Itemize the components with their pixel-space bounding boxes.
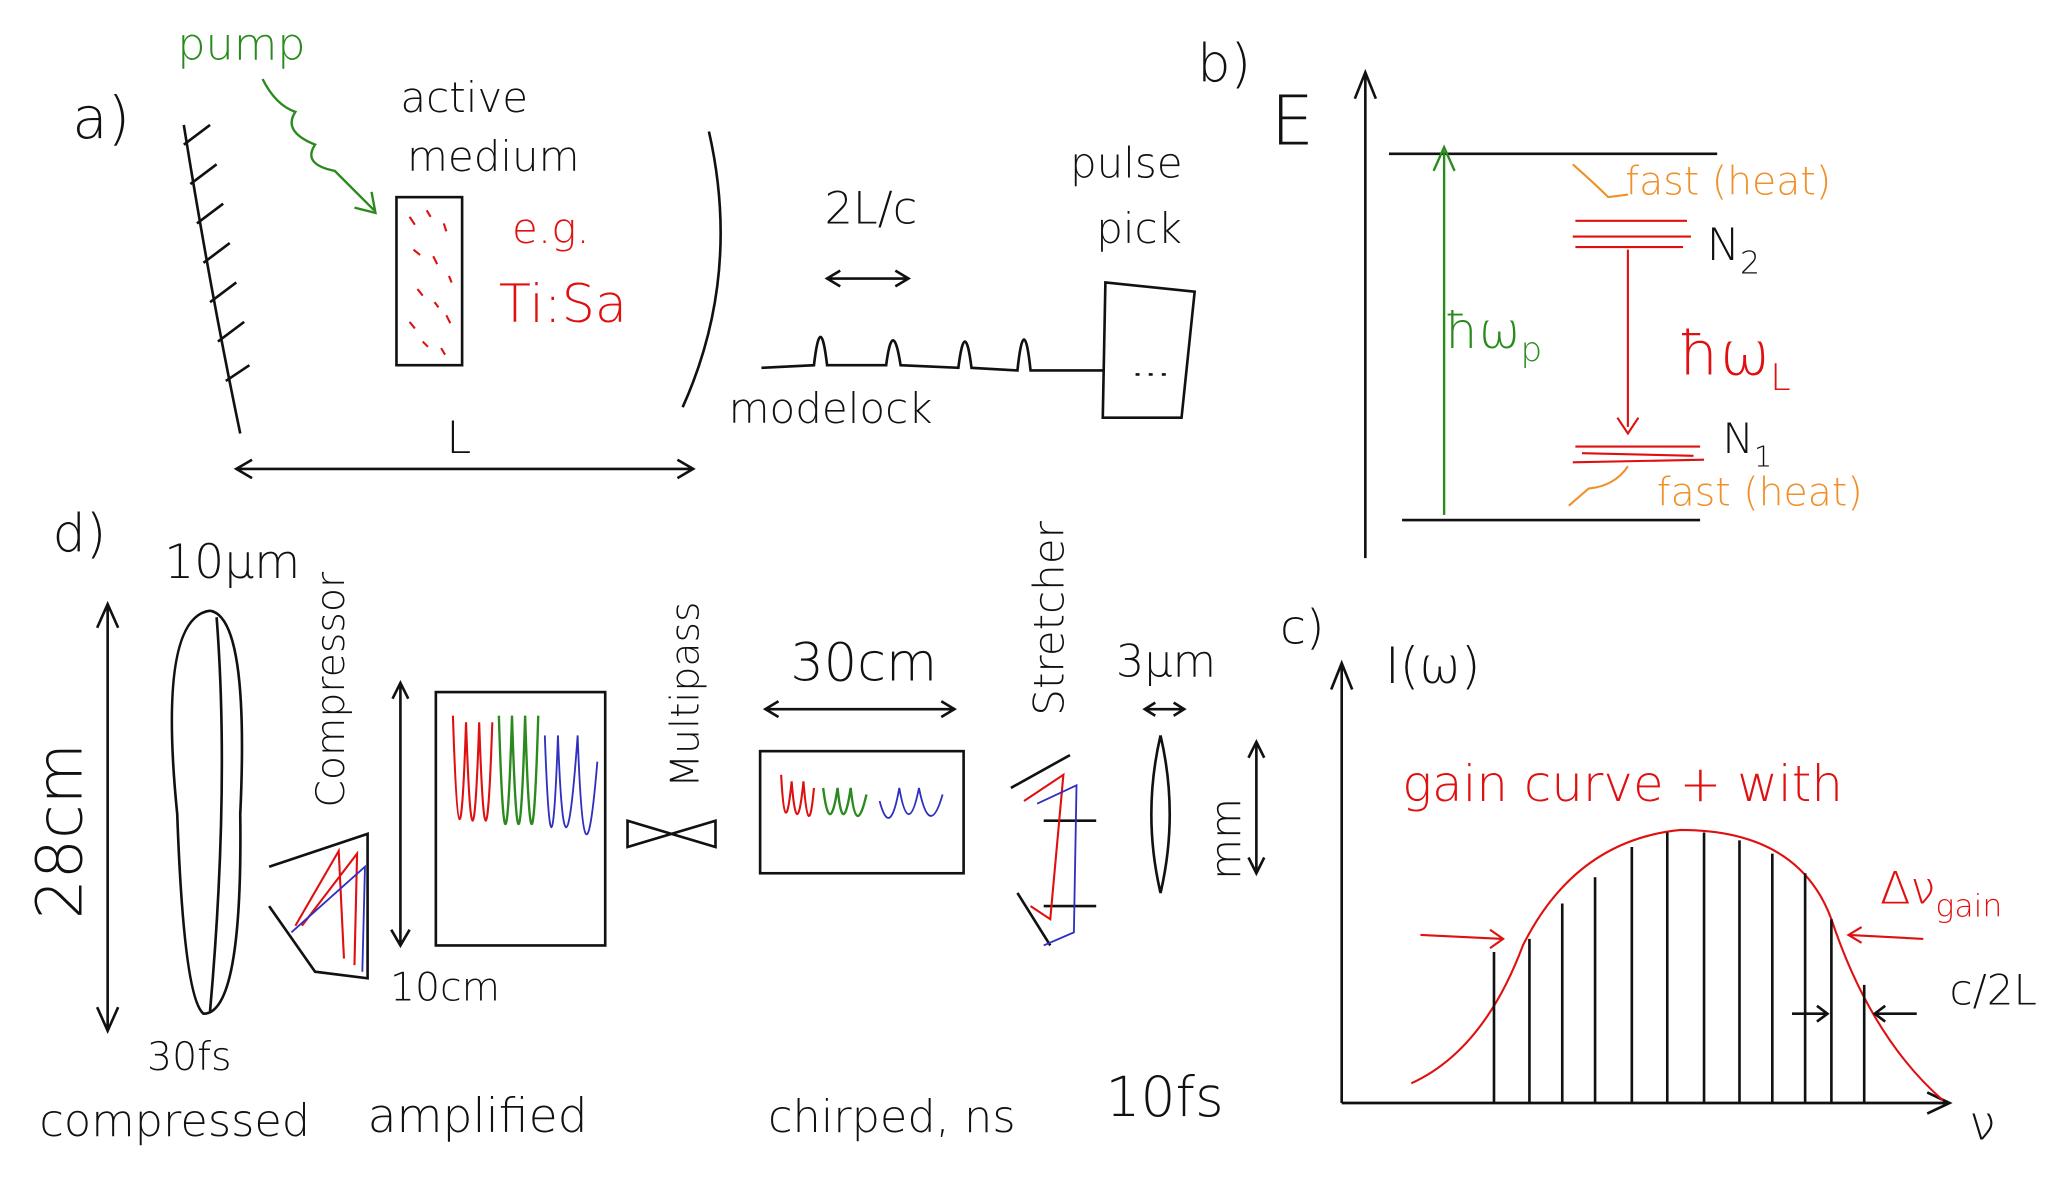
red-spectrum <box>451 715 494 822</box>
n2: N2 <box>1707 219 1760 281</box>
pulse-pick: pick <box>1096 204 1182 253</box>
stage: compressed <box>39 1095 310 1147</box>
blue-path <box>1036 783 1078 947</box>
label: a) <box>72 84 130 152</box>
medium: active <box>400 73 528 122</box>
relaxation <box>1568 163 1629 507</box>
length: L <box>446 412 471 464</box>
spacing-arrow <box>824 269 912 288</box>
panel-d: d) 10μm 28cm 30fs compressed Compressor … <box>23 504 1266 1147</box>
panel-c: c) I(ω) gain curve + with Δνgain c/2L ν <box>1280 601 2037 1152</box>
axes <box>1329 659 1953 1115</box>
subscript: L <box>1770 356 1790 399</box>
seed-width: 3μm <box>1116 635 1216 687</box>
length: 28cm <box>23 743 96 919</box>
symbol: Δν <box>1880 862 1935 914</box>
dopants <box>408 209 453 356</box>
fast-heat: fast (heat) <box>1625 159 1831 205</box>
mirror <box>681 131 722 408</box>
length-arrow <box>233 458 696 480</box>
example: e.g. <box>512 204 590 253</box>
compressed-beam <box>170 609 244 1016</box>
red-path <box>1023 772 1065 922</box>
pulse-train <box>761 336 1103 372</box>
seed-length: mm <box>1202 798 1251 880</box>
compressor-box <box>268 832 369 980</box>
spacing: c/2L <box>1950 966 2037 1015</box>
red-path <box>294 847 359 966</box>
height: 10cm <box>390 965 500 1011</box>
example: Ti:Sa <box>499 274 627 335</box>
x-axis: ν <box>1969 1097 1995 1152</box>
blue-path <box>290 864 366 972</box>
panel-a: a) pump active medium e.g. Ti:Sa L 2L/c … <box>72 18 1197 480</box>
stage: amplified <box>368 1089 588 1144</box>
stage: 10fs <box>1105 1066 1223 1130</box>
stretcher: Stretcher <box>1024 520 1073 715</box>
energy-axis <box>1353 68 1378 559</box>
panel-b: b) E ħωp N2 ħωL N1 fast (heat) fast (hea… <box>1197 34 1863 559</box>
green-chirp <box>821 787 868 818</box>
stretched-pulse <box>758 749 965 875</box>
pump: pump <box>177 18 305 70</box>
label: c) <box>1280 601 1324 656</box>
subscript: p <box>1521 330 1543 370</box>
pump-energy: ħωp <box>1444 302 1542 370</box>
laser-energy: ħωL <box>1678 319 1791 399</box>
pump-transition <box>1432 144 1456 515</box>
y-axis: I(ω) <box>1385 637 1480 695</box>
seed-arrow <box>1247 739 1266 877</box>
red-chirp <box>780 774 815 817</box>
crystal <box>395 195 464 367</box>
axis-label: E <box>1271 83 1314 162</box>
stage: chirped, ns <box>768 1091 1016 1143</box>
subscript: 2 <box>1740 245 1760 281</box>
seed-beam <box>1142 701 1187 894</box>
subscript: 1 <box>1754 439 1772 473</box>
height-arrow <box>390 679 411 949</box>
medium: medium <box>407 132 580 181</box>
amplifier <box>434 690 607 947</box>
beam: 30cm <box>790 632 937 693</box>
stage: 30fs <box>147 1034 231 1080</box>
pump-arrow <box>261 78 377 215</box>
bandwidth-arrows <box>1420 926 1924 949</box>
multipass-optic <box>626 818 717 849</box>
pulse-pick: pulse <box>1070 138 1183 187</box>
laser-levels <box>1572 219 1705 464</box>
gain-curve <box>1410 828 1944 1102</box>
multipass: Multipass <box>662 602 708 788</box>
blue-chirp <box>878 787 944 819</box>
levels <box>1388 152 1718 522</box>
round-trip: 2L/c <box>824 182 917 234</box>
beam-arrow <box>762 700 957 719</box>
green-spectrum <box>497 715 540 826</box>
symbol: N <box>1722 414 1753 463</box>
blue-spectrum <box>543 735 599 836</box>
modes <box>1492 832 1866 1103</box>
label: d) <box>53 504 107 565</box>
stretcher-optics <box>1010 753 1097 947</box>
symbol: ħω <box>1444 302 1520 360</box>
n1: N1 <box>1722 414 1772 473</box>
label: b) <box>1197 34 1251 95</box>
subscript: gain <box>1935 889 2002 925</box>
width: 10μm <box>164 535 300 590</box>
fast-heat: fast (heat) <box>1657 470 1863 516</box>
spacing-arrows <box>1792 1004 1917 1023</box>
symbol: ħω <box>1678 319 1771 389</box>
mirror <box>182 124 242 434</box>
hatch <box>183 123 251 383</box>
bandwidth: Δνgain <box>1880 862 2002 924</box>
modelock: modelock <box>729 384 933 433</box>
length-arrow <box>95 600 120 1035</box>
pulse-picker <box>1101 281 1197 420</box>
gain-label: gain curve + with <box>1402 755 1843 813</box>
symbol: N <box>1707 219 1740 271</box>
compressor: Compressor <box>308 571 354 808</box>
